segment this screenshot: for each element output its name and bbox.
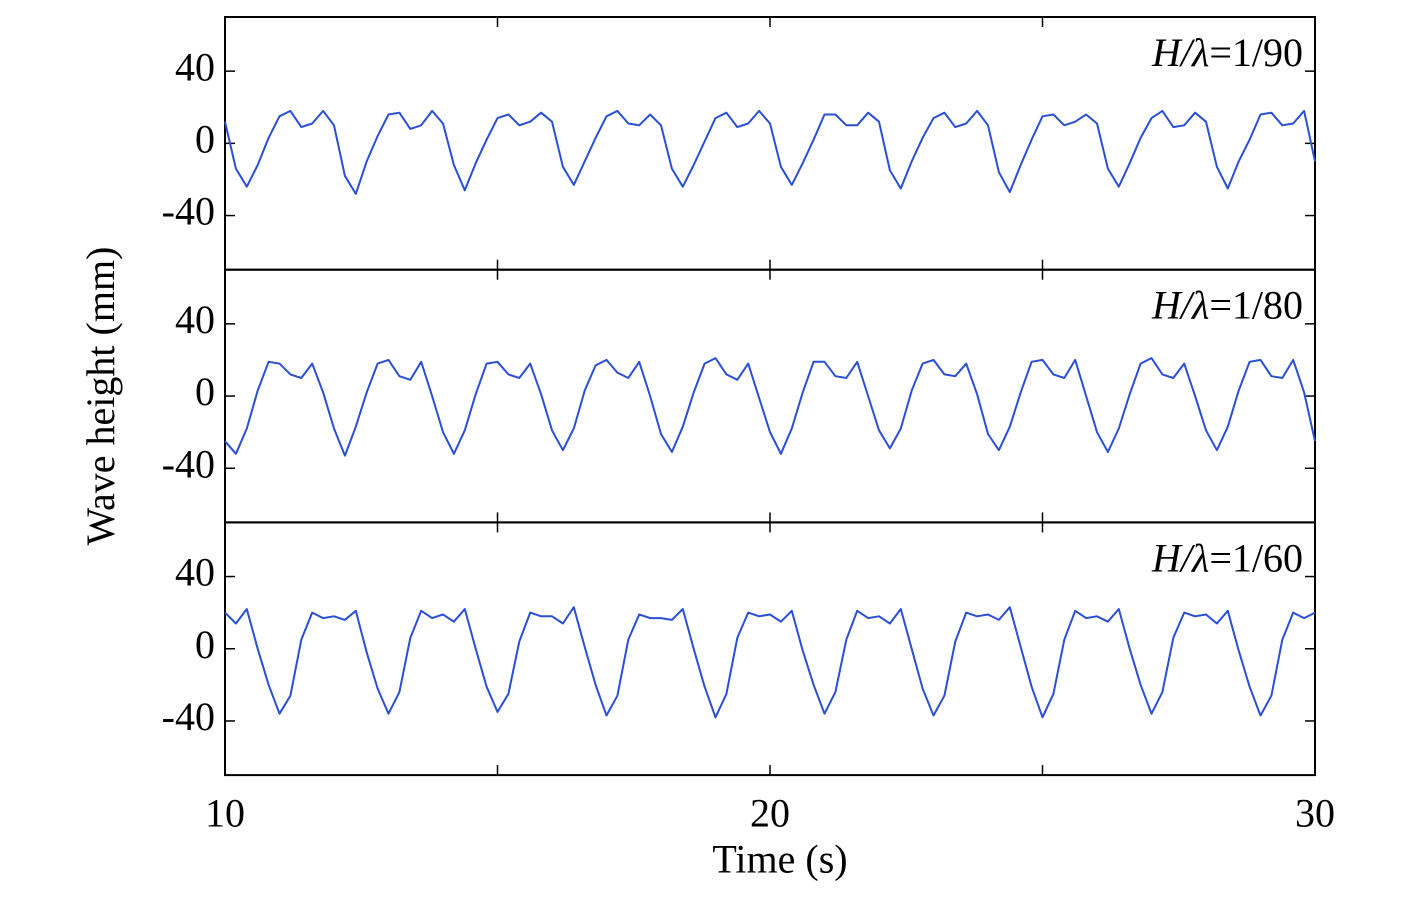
y-tick-label: -40 [162, 694, 215, 739]
y-tick-label: 0 [195, 117, 215, 162]
y-tick-label: -40 [162, 441, 215, 486]
y-axis-label: Wave height (mm) [78, 247, 123, 546]
y-tick-label: 40 [175, 44, 215, 89]
y-tick-label: 40 [175, 550, 215, 595]
y-tick-label: 0 [195, 622, 215, 667]
annotation: H/λ=1/90 [1151, 30, 1303, 75]
wave-line [224, 109, 1316, 195]
x-axis-label: Time (s) [712, 836, 847, 881]
annotation: H/λ=1/60 [1151, 536, 1303, 581]
x-tick-label: 10 [205, 790, 245, 835]
x-tick-label: 30 [1295, 790, 1335, 835]
y-tick-label: -40 [162, 189, 215, 234]
annotation: H/λ=1/80 [1151, 283, 1303, 328]
y-tick-label: 0 [195, 369, 215, 414]
y-tick-label: 40 [175, 297, 215, 342]
wave-line [224, 606, 1316, 719]
x-tick-label: 20 [750, 790, 790, 835]
wave-line [224, 357, 1316, 457]
